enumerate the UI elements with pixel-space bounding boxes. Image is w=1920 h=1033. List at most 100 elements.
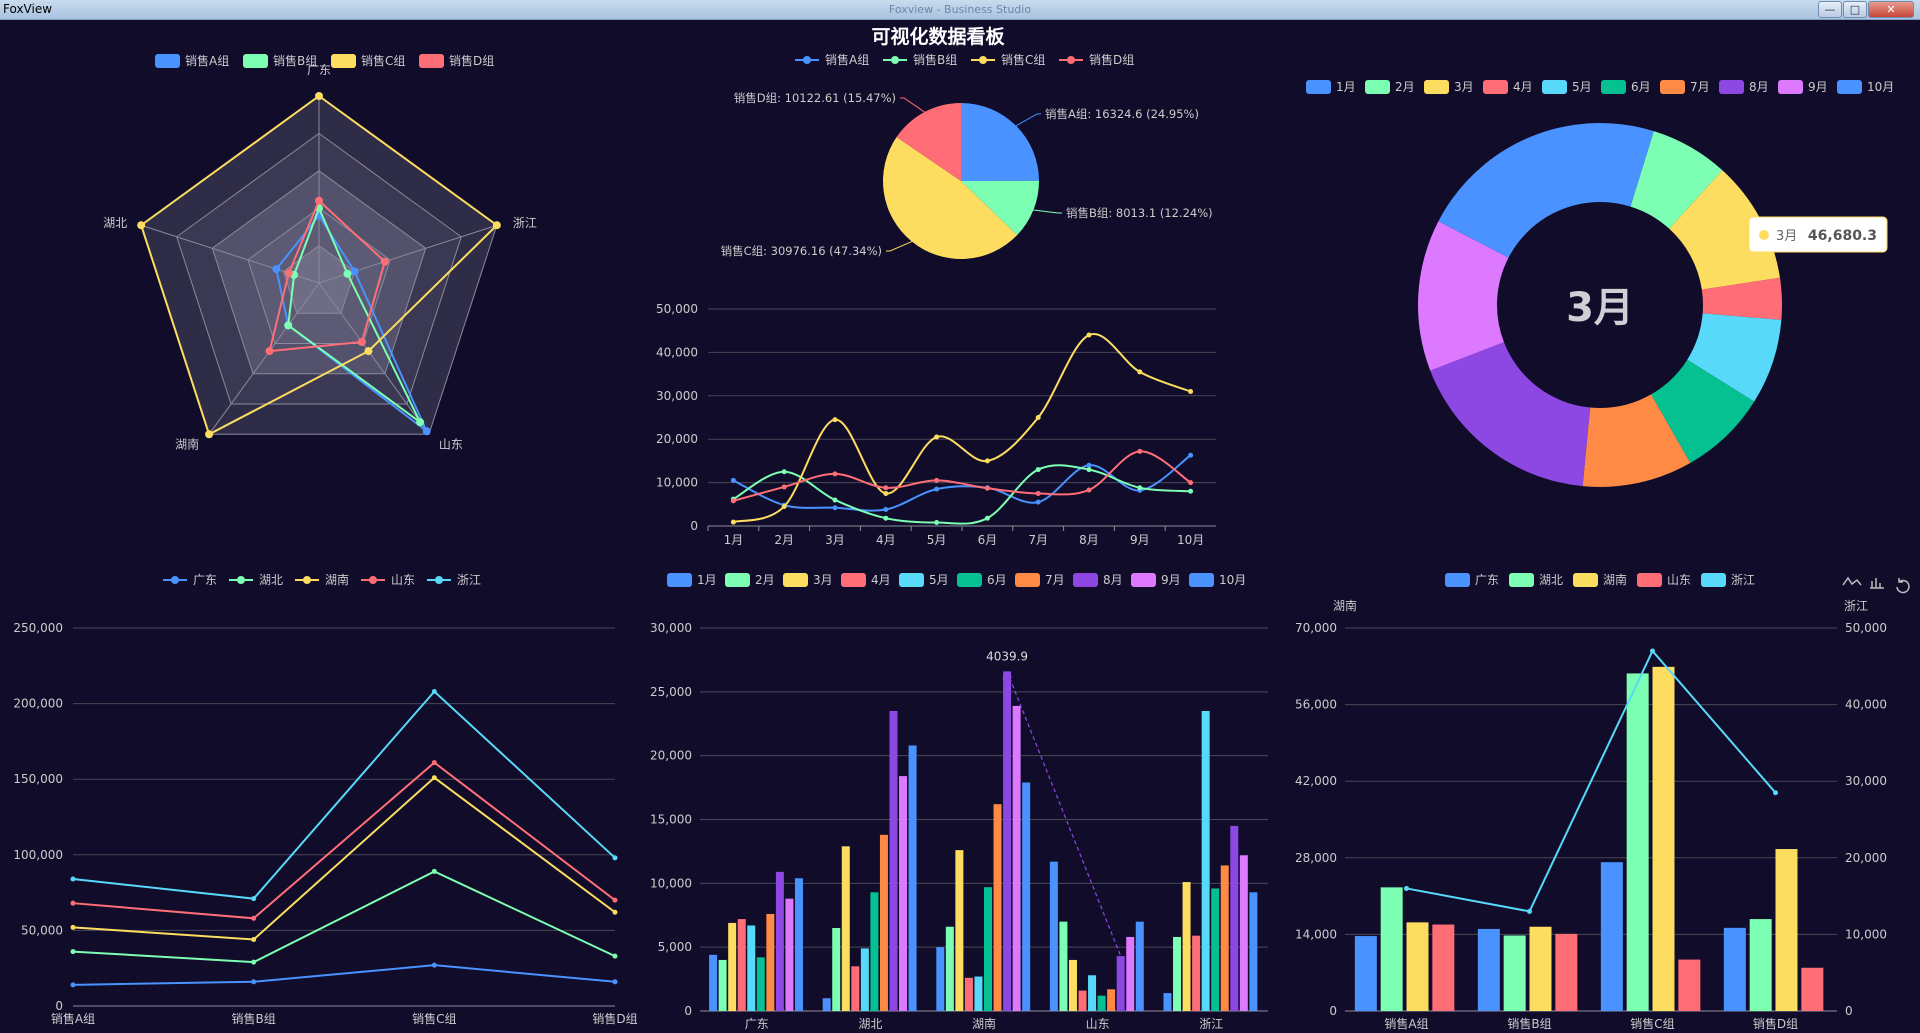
y-tick-label-left: 70,000 (1295, 621, 1337, 635)
bar (1163, 993, 1172, 1011)
legend-swatch (1509, 573, 1534, 587)
line-point (431, 760, 437, 766)
line-point (1137, 485, 1143, 491)
bar (993, 804, 1002, 1011)
radar-point (315, 196, 323, 205)
tooltip-name: 3月 (1776, 229, 1797, 244)
line-point (1086, 487, 1092, 493)
line-point (251, 959, 257, 965)
donut-slice (1687, 313, 1782, 402)
tooltip-marker (1759, 230, 1769, 240)
chart-toolbox (1842, 576, 1910, 594)
legend-swatch (841, 573, 866, 587)
legend-swatch (899, 573, 924, 587)
bar (775, 871, 784, 1011)
radar-point (284, 321, 293, 330)
bar (785, 898, 794, 1011)
bar (1775, 849, 1798, 1011)
legend-item: 2月 (755, 573, 775, 587)
bar (851, 966, 860, 1011)
legend-swatch-dot (237, 576, 245, 584)
y-tick-label-right: 40,000 (1845, 698, 1887, 712)
line-point (1527, 908, 1532, 914)
legend-swatch (1445, 573, 1470, 587)
bar (766, 913, 775, 1011)
line-point (1035, 499, 1041, 505)
legend-swatch (331, 54, 356, 68)
y-tick-label-right: 0 (1845, 1004, 1853, 1018)
y-tick-label: 0 (55, 999, 63, 1013)
legend-swatch (1189, 573, 1214, 587)
radar-point (205, 430, 214, 439)
bar (974, 976, 983, 1011)
bar (1068, 959, 1077, 1011)
donut-center-label: 3月 (1566, 285, 1634, 331)
pie-slice-label: 销售C组: 30976.16 (47.34%) (721, 244, 882, 258)
line-point (934, 434, 940, 440)
line-point (431, 775, 437, 781)
line-point (832, 505, 838, 511)
legend-item: 10月 (1219, 573, 1246, 587)
legend-item: 9月 (1161, 573, 1181, 587)
line-point (781, 503, 787, 509)
radar-point (284, 269, 293, 278)
radar-indicator-label: 广东 (307, 63, 331, 77)
pie-label-line (900, 97, 925, 113)
maximize-button[interactable]: □ (1843, 1, 1867, 18)
restore-icon[interactable] (1896, 578, 1910, 594)
y-tick-label-right: 10,000 (1845, 927, 1887, 941)
bar (1097, 995, 1106, 1011)
legend-item: 浙江 (1731, 573, 1755, 587)
line-point (984, 485, 990, 491)
bar (1173, 936, 1182, 1011)
line-series (72, 870, 616, 964)
donut-slice (1418, 221, 1509, 371)
legend-item: 1月 (1336, 80, 1356, 94)
x-tick-label: 销售B组 (232, 1011, 276, 1026)
bar (1801, 967, 1824, 1011)
pie-slice-label: 销售D组: 10122.61 (15.47%) (734, 91, 896, 105)
legend-swatch (1637, 573, 1662, 587)
radar-series (139, 94, 499, 436)
legend-swatch (667, 573, 692, 587)
y-tick-label: 10,000 (656, 476, 698, 490)
legend-swatch (1573, 573, 1598, 587)
legend-item: 5月 (929, 573, 949, 587)
bar (1078, 990, 1087, 1011)
bar (1503, 935, 1526, 1011)
line-point (934, 477, 940, 483)
bar (879, 834, 888, 1011)
line-point (883, 485, 889, 491)
x-tick-label: 销售A组 (51, 1011, 95, 1026)
legend-item: 湖北 (1539, 572, 1563, 587)
line-point (251, 936, 257, 942)
legend-swatch (1837, 80, 1862, 94)
bar (1088, 975, 1097, 1011)
bar (945, 926, 954, 1011)
line-switch-icon[interactable] (1842, 576, 1862, 586)
bar (1354, 936, 1377, 1011)
legend-swatch-dot (803, 56, 811, 64)
y-tick-label: 100,000 (13, 848, 63, 862)
legend-item: 湖北 (259, 572, 283, 587)
minimize-button[interactable]: — (1818, 1, 1842, 18)
bar (1182, 882, 1191, 1011)
close-button[interactable]: ✕ (1868, 1, 1914, 18)
bar (984, 887, 992, 1011)
legend-swatch-dot (891, 56, 899, 64)
donut-slice (1582, 394, 1691, 487)
bar (1211, 888, 1220, 1011)
legend-item: 湖南 (325, 572, 349, 587)
legend-item: 3月 (1454, 80, 1474, 94)
line-point (612, 979, 618, 985)
line-point (883, 515, 889, 521)
radar-spoke (208, 282, 320, 435)
legend-item: 浙江 (457, 573, 481, 587)
bar-switch-icon[interactable] (1870, 578, 1884, 589)
line-point (1086, 467, 1092, 473)
legend-swatch (1542, 80, 1567, 94)
legend-item: 8月 (1103, 573, 1123, 587)
line-point (70, 924, 76, 930)
line-point (883, 507, 889, 513)
